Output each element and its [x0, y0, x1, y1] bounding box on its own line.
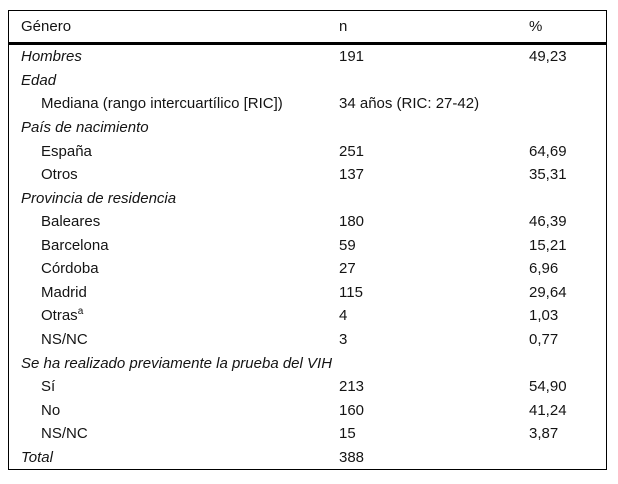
row-label: Córdoba [41, 260, 99, 278]
table-body: Hombres 191 49,23 Edad Mediana (rango interc… [9, 45, 606, 469]
row-label: Otros [41, 166, 78, 184]
row-label: Barcelona [41, 236, 109, 254]
table-row: Edad [9, 69, 606, 93]
row-n-value: 213 [339, 378, 365, 396]
table-row: NS/NC 15 3,87 [9, 422, 606, 446]
table-row: Madrid 115 29,64 [9, 281, 606, 305]
row-label: Se ha realizado previamente la prueba de… [21, 354, 333, 372]
table-row: Total 388 [9, 446, 606, 470]
column-header-genero: Género [21, 18, 72, 35]
row-pct-value: 41,24 [529, 401, 567, 419]
row-label: Otrasa [41, 307, 84, 325]
row-label: Sí [41, 378, 56, 396]
column-header-n: n [339, 18, 348, 35]
row-label: País de nacimiento [21, 118, 149, 136]
row-pct-value: 35,31 [529, 166, 567, 184]
row-pct-value: 64,69 [529, 142, 567, 160]
row-n-value: 34 años (RIC: 27-42) [339, 95, 480, 113]
row-label: Provincia de residencia [21, 189, 177, 207]
row-label: Mediana (rango intercuartílico [RIC]) [41, 95, 283, 113]
row-pct-value: 49,23 [529, 48, 567, 66]
row-pct-value: 3,87 [529, 425, 559, 443]
row-pct-value: 15,21 [529, 236, 567, 254]
row-n-value: 137 [339, 166, 365, 184]
row-n-value: 3 [339, 331, 348, 349]
row-label: Edad [21, 71, 57, 89]
table-row: País de nacimiento [9, 116, 606, 140]
row-pct-value: 0,77 [529, 331, 559, 349]
row-n-value: 388 [339, 448, 365, 466]
table-row: Barcelona 59 15,21 [9, 234, 606, 258]
row-label: NS/NC [41, 425, 88, 443]
table-row: Baleares 180 46,39 [9, 210, 606, 234]
footnote-marker: a [77, 307, 84, 318]
row-label: Total [21, 448, 53, 466]
demographics-table: Género n % Hombres 191 49,23 Edad Mediana (r… [8, 10, 607, 470]
row-label: Hombres [21, 48, 82, 66]
row-n-value: 191 [339, 48, 365, 66]
row-label: España [41, 142, 92, 160]
row-label: No [41, 401, 61, 419]
column-header-pct: % [529, 18, 543, 35]
table-row: Provincia de residencia [9, 186, 606, 210]
table-row: No 160 41,24 [9, 398, 606, 422]
row-n-value: 180 [339, 213, 365, 231]
row-n-value: 251 [339, 142, 365, 160]
table-row: Hombres 191 49,23 [9, 45, 606, 69]
row-n-value: 160 [339, 401, 365, 419]
table-row: Mediana (rango intercuartílico [RIC]) 34 … [9, 92, 606, 116]
table-row: NS/NC 3 0,77 [9, 328, 606, 352]
table-header-row: Género n % [9, 11, 606, 45]
table-row: Córdoba 27 6,96 [9, 257, 606, 281]
row-pct-value: 46,39 [529, 213, 567, 231]
table-row: Se ha realizado previamente la prueba de… [9, 351, 606, 375]
table-row: Sí 213 54,90 [9, 375, 606, 399]
row-label: NS/NC [41, 331, 88, 349]
row-n-value: 59 [339, 236, 356, 254]
table-row: Otros 137 35,31 [9, 163, 606, 187]
row-n-value: 4 [339, 307, 348, 325]
row-pct-value: 1,03 [529, 307, 559, 325]
row-pct-value: 54,90 [529, 378, 567, 396]
row-pct-value: 29,64 [529, 283, 567, 301]
row-n-value: 27 [339, 260, 356, 278]
row-label: Baleares [41, 213, 101, 231]
table-row: Otrasa 4 1,03 [9, 304, 606, 328]
row-label: Madrid [41, 283, 87, 301]
table-row: España 251 64,69 [9, 139, 606, 163]
row-n-value: 15 [339, 425, 356, 443]
row-pct-value: 6,96 [529, 260, 559, 278]
row-n-value: 115 [339, 283, 363, 301]
